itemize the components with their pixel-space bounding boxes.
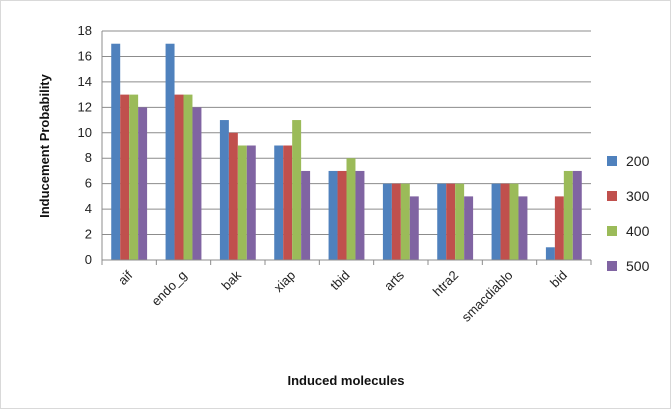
bar-xiap-500 (301, 170, 311, 260)
bar-htra2-300 (446, 183, 456, 260)
bar-endo_g-500 (192, 107, 202, 260)
x-tick-label-smacdiablo: smacdiablo (459, 268, 516, 325)
bar-xiap-200 (274, 145, 284, 260)
y-axis-title: Inducement Probability (37, 73, 52, 218)
bar-htra2-400 (455, 183, 465, 260)
bar-arts-500 (409, 196, 419, 260)
bar-aif-400 (129, 94, 139, 260)
bar-bid-500 (572, 170, 582, 260)
x-tick-label-htra2: htra2 (430, 268, 462, 300)
legend-label-500: 500 (626, 258, 650, 274)
bar-bak-200 (219, 120, 229, 260)
x-tick-label-bid: bid (547, 268, 570, 291)
y-tick-label: 18 (78, 23, 92, 38)
bar-xiap-400 (292, 120, 302, 260)
y-tick-label: 6 (85, 176, 92, 191)
bar-htra2-200 (437, 183, 447, 260)
bar-tbid-200 (328, 170, 338, 260)
bar-endo_g-300 (174, 94, 184, 260)
legend-swatch-500 (607, 261, 617, 271)
bar-tbid-400 (346, 158, 356, 260)
legend-swatch-400 (607, 226, 617, 236)
bar-bid-200 (545, 247, 555, 260)
x-tick-label-bak: bak (219, 267, 245, 293)
bar-bak-300 (228, 132, 238, 260)
bar-smacdiablo-300 (500, 183, 510, 260)
bar-tbid-300 (337, 170, 347, 260)
legend-label-300: 300 (626, 188, 650, 204)
bar-arts-300 (391, 183, 401, 260)
y-tick-label: 10 (78, 125, 92, 140)
y-tick-label: 0 (85, 252, 92, 267)
bar-bid-300 (554, 196, 564, 260)
bar-smacdiablo-500 (518, 196, 528, 260)
x-tick-label-tbid: tbid (327, 268, 352, 293)
bar-bak-400 (237, 145, 247, 260)
bar-arts-200 (382, 183, 392, 260)
legend-swatch-200 (607, 156, 617, 166)
bar-smacdiablo-400 (509, 183, 519, 260)
x-tick-label-arts: arts (381, 267, 407, 293)
legend-swatch-300 (607, 191, 617, 201)
y-tick-label: 14 (78, 74, 92, 89)
bar-aif-300 (120, 94, 130, 260)
y-tick-label: 8 (85, 150, 92, 165)
x-axis-title: Induced molecules (287, 373, 404, 388)
y-tick-label: 4 (85, 201, 92, 216)
y-tick-label: 12 (78, 99, 92, 114)
bar-bak-500 (246, 145, 256, 260)
bar-aif-500 (138, 107, 148, 260)
x-tick-label-xiap: xiap (271, 268, 298, 295)
x-tick-label-endo_g: endo_g (148, 268, 189, 309)
bar-arts-400 (400, 183, 410, 260)
legend-label-200: 200 (626, 153, 650, 169)
bar-bid-400 (563, 170, 573, 260)
legend-label-400: 400 (626, 223, 650, 239)
legend: 200 300 400 500 (607, 153, 650, 274)
bar-xiap-300 (283, 145, 293, 260)
bar-tbid-500 (355, 170, 365, 260)
bars (111, 43, 582, 260)
bar-aif-200 (111, 43, 121, 260)
y-tick-label: 2 (85, 227, 92, 242)
bar-smacdiablo-200 (491, 183, 501, 260)
bar-htra2-500 (464, 196, 474, 260)
bar-endo_g-400 (183, 94, 193, 260)
bar-endo_g-200 (165, 43, 175, 260)
x-tick-label-aif: aif (115, 267, 136, 288)
y-tick-label: 16 (78, 48, 92, 63)
